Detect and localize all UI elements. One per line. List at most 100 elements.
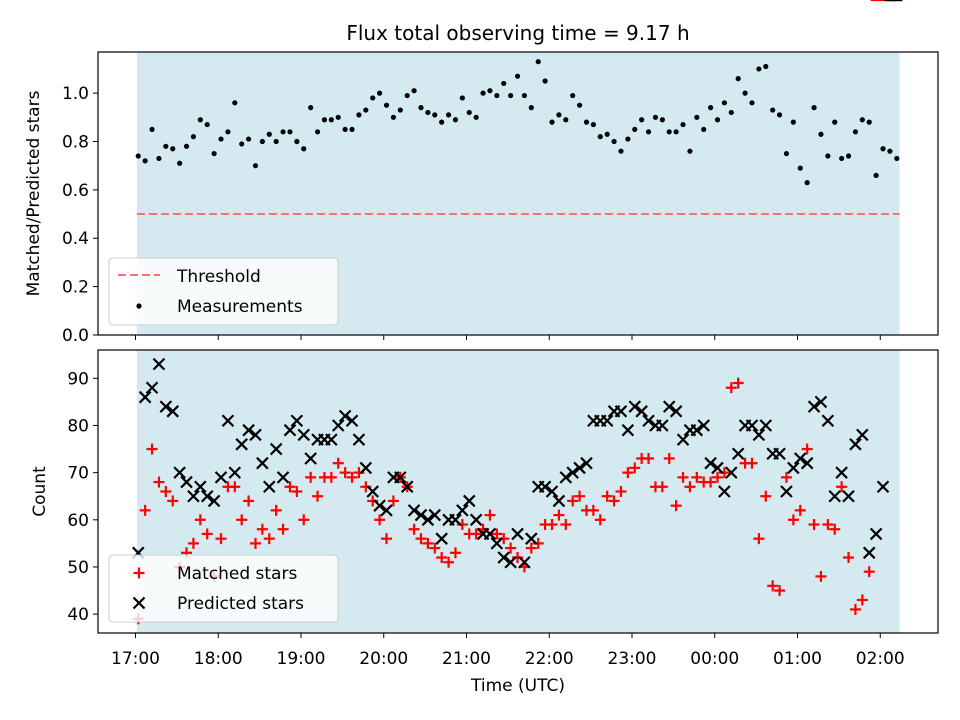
y-tick-label: 0.4 xyxy=(62,229,89,249)
measurement-point xyxy=(383,102,390,108)
measurement-point xyxy=(142,158,148,164)
measurement-point xyxy=(225,129,231,135)
matched-star-marker xyxy=(836,481,848,493)
predicted-star-marker xyxy=(849,438,862,451)
measurement-point xyxy=(866,119,872,125)
predicted-star-marker xyxy=(159,400,173,413)
predicted-star-marker xyxy=(394,471,407,484)
measurement-point xyxy=(280,129,286,135)
matched-star-marker xyxy=(339,467,351,479)
matched-star-marker xyxy=(780,471,792,483)
predicted-star-marker xyxy=(704,456,717,470)
measurement-point xyxy=(377,90,383,96)
predicted-star-marker xyxy=(752,428,766,442)
y-tick-label: 70 xyxy=(67,464,89,484)
measurement-point xyxy=(432,112,438,118)
measurement-point xyxy=(183,143,190,149)
legend-plus-mark xyxy=(133,567,145,579)
predicted-star-marker xyxy=(200,489,214,503)
matched-star-marker xyxy=(601,490,613,502)
x-tick-label: 17:00 xyxy=(111,649,160,669)
top-legend-box xyxy=(108,257,339,326)
predicted-star-marker xyxy=(780,485,793,498)
matched-star-marker xyxy=(822,519,834,531)
matched-star-marker xyxy=(677,471,689,483)
matched-star-marker xyxy=(863,566,875,578)
predicted-stars-markers xyxy=(131,0,903,569)
measurement-point xyxy=(859,117,865,123)
measurement-point xyxy=(370,95,376,101)
measurement-point xyxy=(308,105,314,111)
predicted-star-marker xyxy=(814,395,828,409)
predicted-star-marker xyxy=(545,485,559,498)
matched-star-marker xyxy=(229,481,241,493)
matched-star-marker xyxy=(725,382,737,394)
predicted-star-marker xyxy=(366,485,379,498)
measurement-point xyxy=(611,138,617,145)
matched-star-marker xyxy=(843,552,855,564)
measurement-point xyxy=(790,119,796,125)
matched-star-marker xyxy=(608,495,620,507)
matched-star-marker xyxy=(422,537,434,549)
predicted-star-marker xyxy=(642,414,655,428)
bottom-axes-frame xyxy=(97,349,939,634)
bottom-y-axis-label: Count xyxy=(30,466,50,517)
predicted-star-marker xyxy=(690,423,704,437)
predicted-star-marker xyxy=(614,405,628,418)
measurement-point xyxy=(514,73,521,79)
predicted-star-marker xyxy=(166,405,180,418)
predicted-star-marker xyxy=(787,461,800,475)
predicted-star-marker xyxy=(773,447,786,461)
matched-star-marker xyxy=(691,471,703,483)
matched-star-marker xyxy=(312,490,324,502)
measurement-point xyxy=(535,59,541,65)
y-tick-label: 80 xyxy=(67,416,89,436)
predicted-star-marker xyxy=(580,456,593,470)
matched-star-marker xyxy=(829,523,841,535)
predicted-star-marker xyxy=(435,532,448,545)
ratio-panel: 0.0 0.2 0.4 0.6 0.8 1.0 Flux total observing … xyxy=(24,21,939,346)
measurement-point xyxy=(825,153,831,159)
x-tick-label: 02:00 xyxy=(856,649,905,669)
matched-star-marker xyxy=(332,457,344,469)
x-axis-label: Time (UTC) xyxy=(470,676,565,696)
measurement-point xyxy=(294,138,300,145)
matched-star-marker xyxy=(243,495,255,507)
predicted-star-marker xyxy=(828,489,842,503)
measurement-point xyxy=(894,155,900,162)
measurement-point xyxy=(873,172,879,178)
predicted-star-marker xyxy=(173,466,186,479)
matched-star-marker xyxy=(346,471,358,483)
predicted-star-marker xyxy=(297,428,311,442)
legend-measurements-label: Measurements xyxy=(177,297,303,317)
measurement-point xyxy=(390,114,397,120)
x-tick-label: 00:00 xyxy=(690,649,739,669)
matched-star-marker xyxy=(270,504,282,516)
predicted-star-marker xyxy=(359,461,373,475)
measurement-point xyxy=(459,95,465,101)
measurement-point xyxy=(218,136,224,142)
legend-matched-swatch xyxy=(133,567,145,579)
matched-star-marker xyxy=(705,476,717,488)
measurement-point xyxy=(480,90,486,96)
matched-star-marker xyxy=(767,580,779,592)
y-tick-label: 0.0 xyxy=(62,326,89,346)
matched-star-marker xyxy=(615,486,627,497)
predicted-star-marker xyxy=(504,555,517,569)
measurement-point xyxy=(425,109,431,116)
matched-star-marker xyxy=(408,523,420,535)
matched-star-marker xyxy=(167,495,179,507)
bottom-legend-box xyxy=(108,554,339,623)
y-tick-label: 1.0 xyxy=(62,84,89,104)
matched-star-marker xyxy=(670,500,682,512)
predicted-star-marker xyxy=(711,461,724,475)
predicted-star-marker xyxy=(304,452,317,465)
measurement-point xyxy=(170,146,176,152)
matched-star-marker xyxy=(808,519,820,531)
measurement-point xyxy=(887,148,893,154)
measurement-point xyxy=(659,117,665,123)
measurement-point xyxy=(487,88,493,94)
matched-star-marker xyxy=(249,537,261,549)
predicted-star-marker xyxy=(876,480,890,494)
